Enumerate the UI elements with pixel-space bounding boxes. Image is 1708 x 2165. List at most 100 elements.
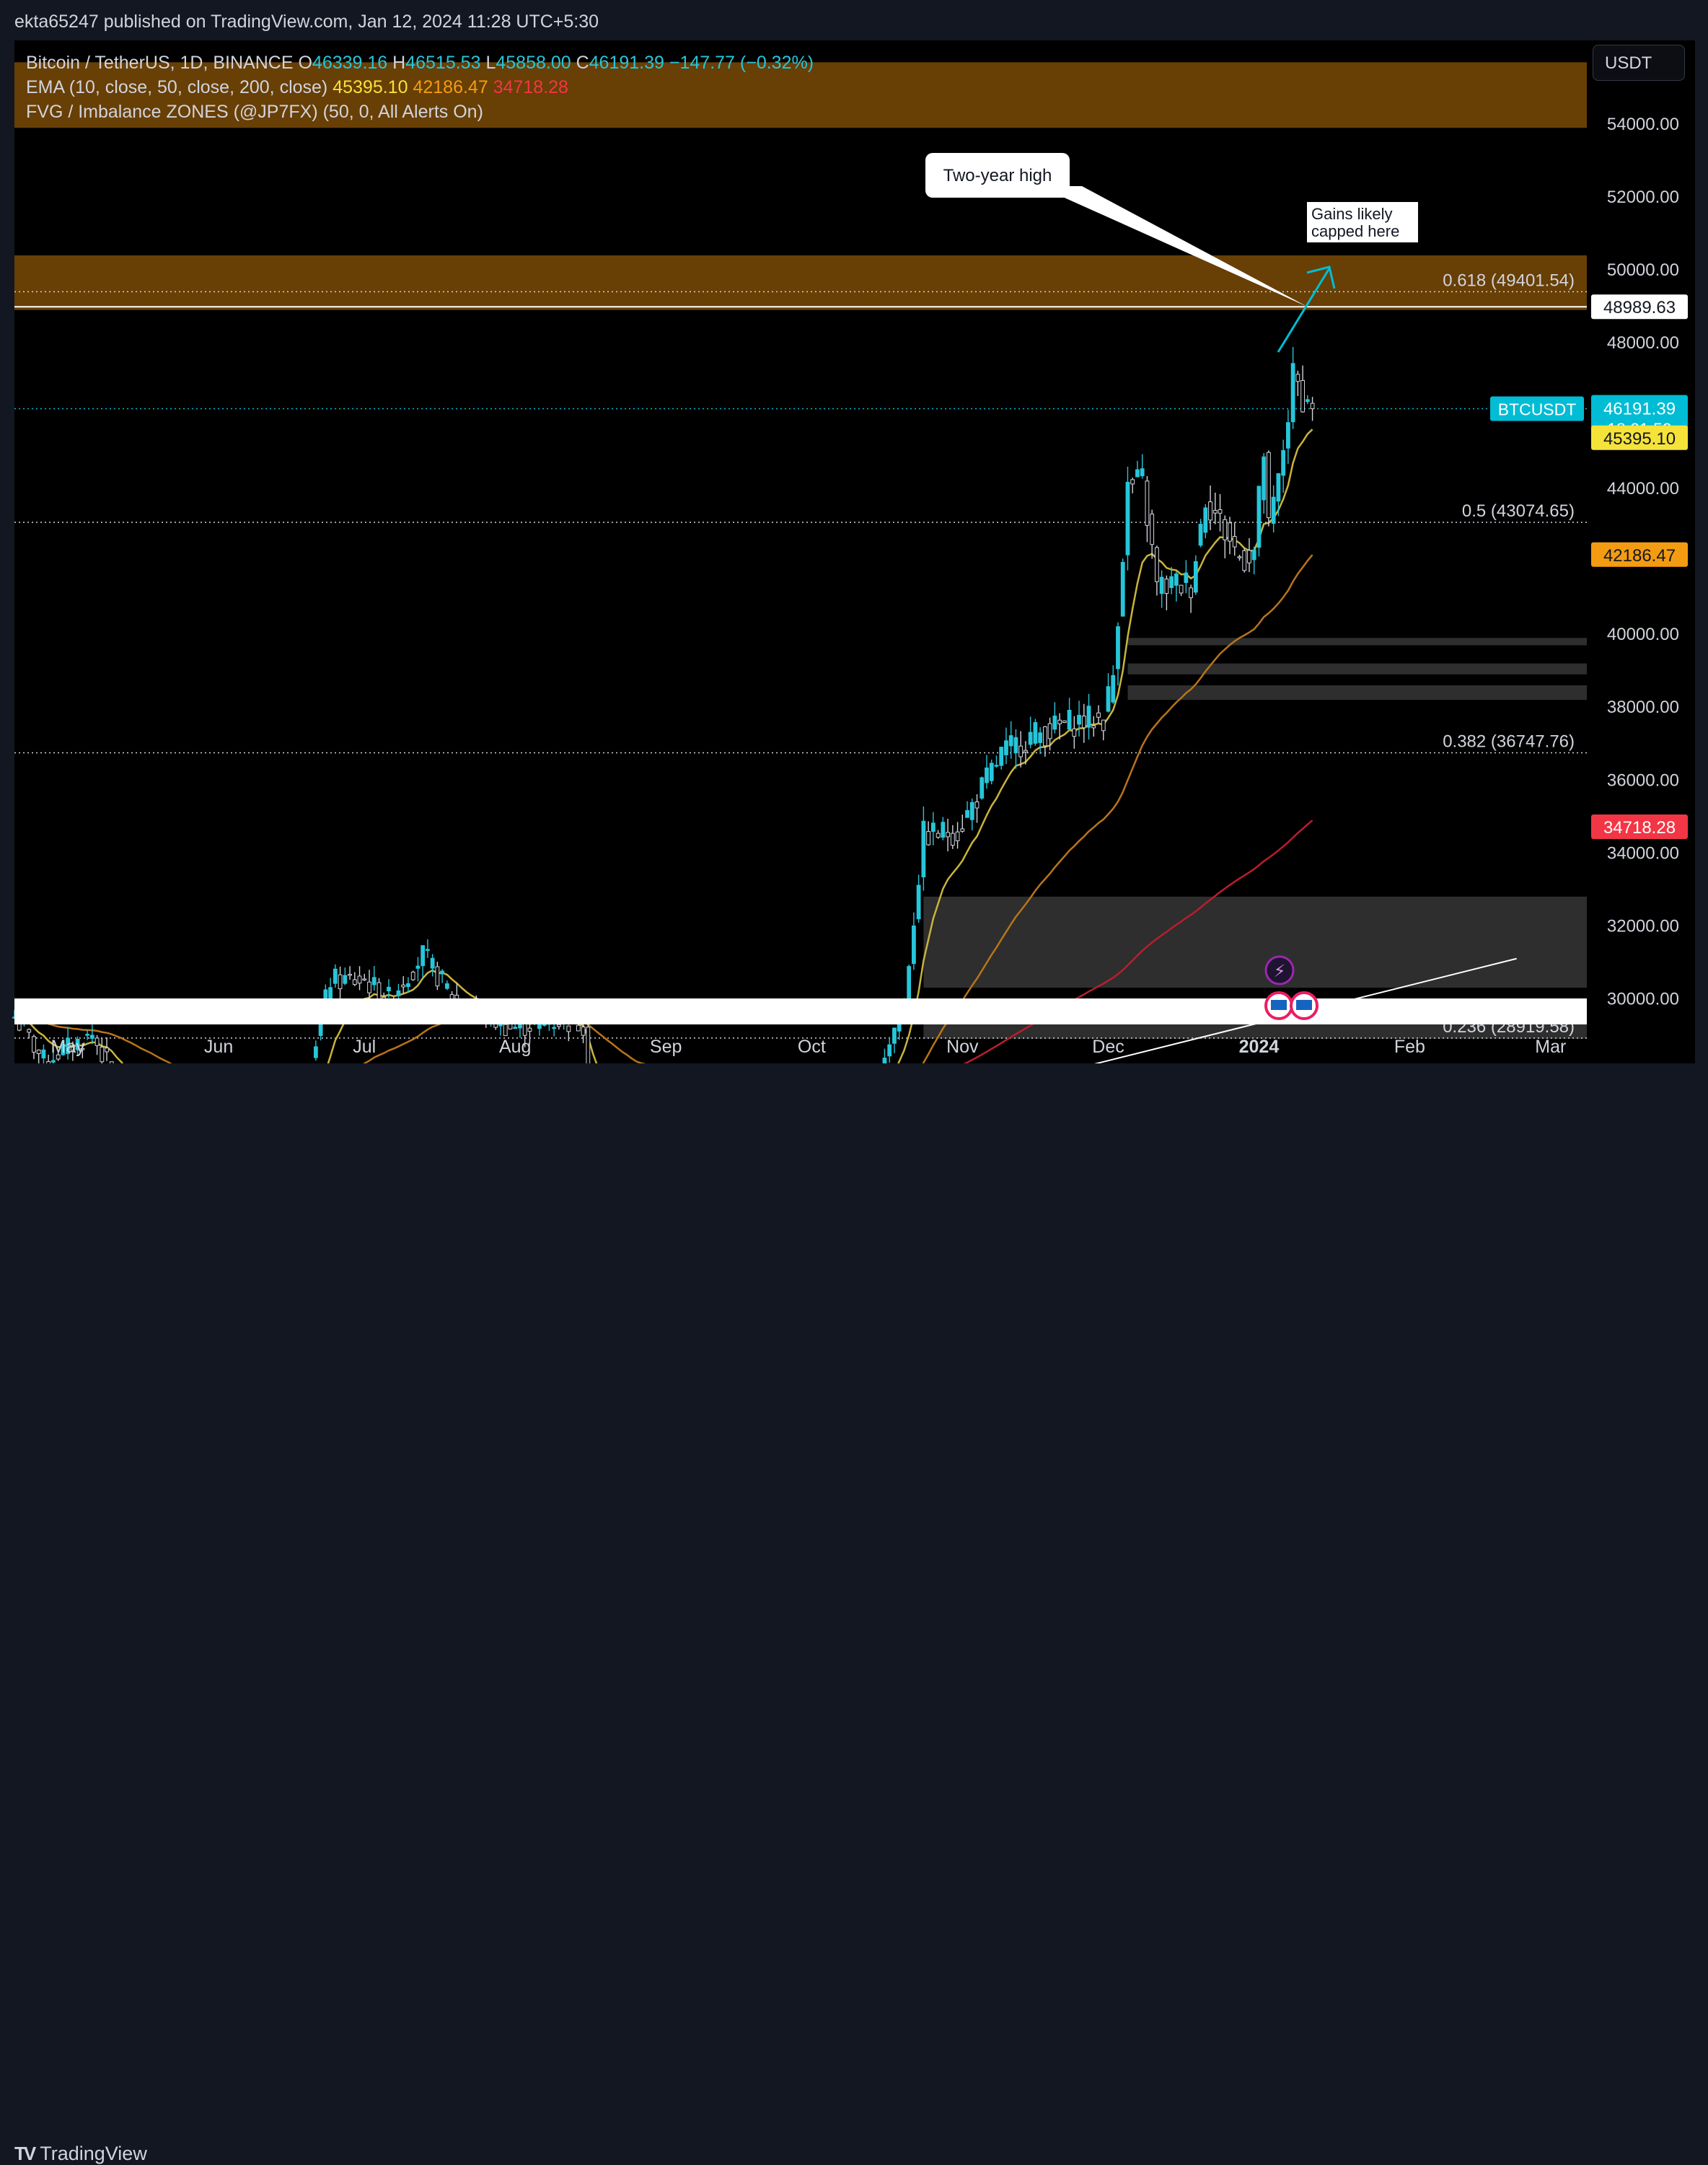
ema50-tag: 42186.47 <box>1603 546 1676 566</box>
candle-body <box>445 984 449 989</box>
currency-button[interactable]: USDT <box>1593 45 1685 81</box>
y-tick-label: 40000.00 <box>1607 625 1679 644</box>
candle-body <box>1092 726 1096 728</box>
candle-body <box>1170 576 1174 587</box>
open-value: 46339.16 <box>312 53 387 73</box>
high-value: 46515.53 <box>405 53 480 73</box>
gains-text-line1: Gains likely <box>1311 205 1392 223</box>
candle-body <box>893 1028 897 1043</box>
candle-body <box>1301 380 1305 411</box>
candle-body <box>576 1025 580 1031</box>
change-value: −147.77 (−0.32%) <box>669 53 814 73</box>
candle-body <box>1184 573 1188 582</box>
y-tick-label: 50000.00 <box>1607 260 1679 280</box>
level-high-tag: 48989.63 <box>1603 298 1676 317</box>
candle-body <box>1073 729 1076 736</box>
x-tick-label: Oct <box>798 1037 826 1057</box>
y-tick-label: 48000.00 <box>1607 333 1679 353</box>
candle-body <box>975 802 979 808</box>
gray-zone-5 <box>923 897 1587 988</box>
candle-body <box>32 1037 36 1053</box>
tradingview-logo-icon: TV <box>14 2143 34 2165</box>
y-tick-label: 54000.00 <box>1607 115 1679 134</box>
candle-body <box>363 979 366 980</box>
candle-body <box>37 1050 40 1054</box>
ema10-value: 45395.10 <box>333 77 408 97</box>
fvg-label[interactable]: FVG / Imbalance ZONES (@JP7FX) (50, 0, A… <box>26 102 483 122</box>
candle-body <box>1111 675 1115 702</box>
candle-body <box>927 832 930 845</box>
candle-body <box>42 1050 45 1058</box>
candle-body <box>358 976 361 983</box>
candle-body <box>557 1024 560 1027</box>
candle-body <box>1233 537 1236 548</box>
candle-body <box>397 991 400 996</box>
candle-body <box>1039 733 1042 743</box>
candle-body <box>1248 550 1251 563</box>
candle-body <box>1204 508 1207 532</box>
candle-body <box>338 975 342 988</box>
candle-body <box>1048 724 1052 739</box>
candle-body <box>1306 400 1309 402</box>
y-tick-label: 30000.00 <box>1607 989 1679 1009</box>
candle-body <box>1019 746 1023 757</box>
candle-body <box>907 967 911 1001</box>
candle-body <box>985 768 989 783</box>
candle-body <box>1199 524 1202 545</box>
candle-body <box>1078 715 1081 724</box>
price-chart[interactable]: 0.618 (49401.54)0.5 (43074.65)0.382 (367… <box>0 0 1708 1115</box>
candle-body <box>1223 519 1227 540</box>
candle-body <box>416 966 420 968</box>
candle-body <box>1179 585 1183 593</box>
ema50-value: 42186.47 <box>413 77 488 97</box>
candle-body <box>528 1028 532 1031</box>
candle-body <box>1267 452 1271 517</box>
candle-body <box>922 821 925 877</box>
orange-zone-1 <box>14 255 1587 310</box>
close-value: 46191.39 <box>589 53 664 73</box>
candle-body <box>353 980 356 985</box>
two-year-high-text: Two-year high <box>943 166 1052 185</box>
candle-body <box>970 802 974 820</box>
candle-body <box>1005 741 1008 755</box>
candle-body <box>90 1035 94 1038</box>
candle-body <box>1053 716 1057 729</box>
tradingview-logo[interactable]: TV TradingView <box>14 2143 147 2165</box>
ema200-tag: 34718.28 <box>1603 818 1676 838</box>
candle-body <box>1189 588 1193 597</box>
x-tick-label: Jun <box>204 1037 233 1057</box>
candle-body <box>52 1060 56 1062</box>
candle-body <box>888 1045 892 1056</box>
symbol-name[interactable]: Bitcoin / TetherUS, 1D, BINANCE <box>26 53 294 73</box>
candle-body <box>1311 403 1314 408</box>
candle-body <box>951 833 954 845</box>
fib-level-label-0: 0.618 (49401.54) <box>1443 271 1575 290</box>
candle-body <box>1117 627 1120 669</box>
y-tick-label: 36000.00 <box>1607 770 1679 790</box>
candle-body <box>1194 561 1197 592</box>
candle-body <box>1243 550 1246 570</box>
candle-body <box>1145 481 1149 525</box>
gray-zone-2 <box>1127 638 1587 645</box>
lightning-event-glyph: ⚡ <box>1274 961 1286 981</box>
candle-body <box>1277 473 1280 501</box>
candle-body <box>990 763 993 781</box>
candle-body <box>1029 732 1032 745</box>
fib-level-label-1: 0.5 (43074.65) <box>1462 501 1575 521</box>
candle-body <box>961 829 964 831</box>
candle-body <box>1262 457 1266 500</box>
candle-body <box>1257 486 1261 548</box>
candle-body <box>407 984 410 987</box>
candle-body <box>1058 720 1062 724</box>
ema-label[interactable]: EMA (10, close, 50, close, 200, close) <box>26 77 327 97</box>
candle-body <box>105 1048 109 1052</box>
gray-zone-3 <box>1127 664 1587 675</box>
candle-body <box>387 987 391 991</box>
chart-legend: Bitcoin / TetherUS, 1D, BINANCE O46339.1… <box>26 50 814 124</box>
candle-body <box>368 982 371 993</box>
candle-body <box>553 1027 556 1029</box>
candle-body <box>946 833 950 837</box>
candle-body <box>1252 550 1256 560</box>
candle-body <box>1209 502 1212 520</box>
candle-body <box>1160 577 1163 594</box>
